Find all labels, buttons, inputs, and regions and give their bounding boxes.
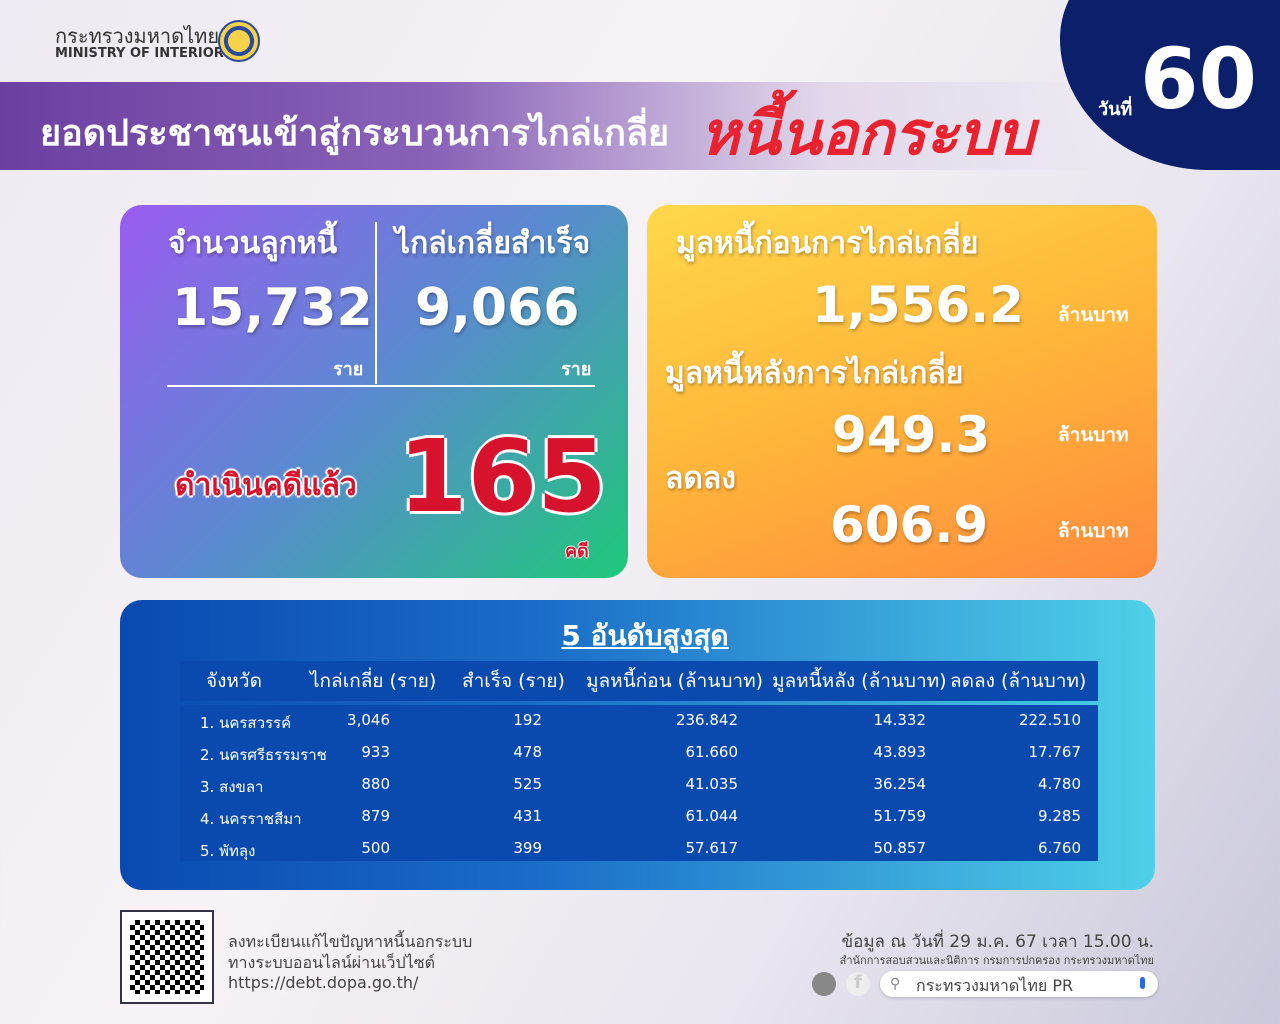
success-value: 9,066 — [415, 278, 580, 338]
table-row: 4. นครราชสีมา 879 431 61.044 51.759 9.285 — [180, 801, 1098, 833]
table-cell: 4. นครราชสีมา — [200, 810, 302, 828]
column-header: มูลหนี้ก่อน (ล้านบาท) — [586, 670, 764, 692]
search-box[interactable]: กระทรวงมหาดไทย PR — [880, 971, 1158, 997]
microphone-icon — [1140, 977, 1145, 989]
table-cell: 9.285 — [1038, 807, 1081, 825]
day-label: วันที่ — [1098, 99, 1133, 120]
table-cell: 1. นครสวรรค์ — [200, 714, 292, 732]
after-label: มูลหนี้หลังการไกล่เกลี่ย — [665, 356, 964, 391]
ministry-seal-icon — [218, 20, 260, 62]
divider — [167, 385, 595, 387]
table-cell: 41.035 — [685, 775, 739, 793]
table-row: 1. นครสวรรค์ 3,046 192 236.842 14.332 222.510 — [180, 705, 1098, 737]
debt-value-card — [647, 205, 1157, 578]
column-header: สำเร็จ (ราย) — [462, 670, 565, 692]
court-label: ดำเนินคดีแล้ว — [175, 468, 357, 503]
table-cell: 4.780 — [1038, 775, 1081, 793]
page-title-highlight: หนี้นอกระบบ — [700, 99, 1035, 169]
table-cell: 14.332 — [873, 711, 927, 729]
table-cell: 43.893 — [873, 743, 927, 761]
register-line1: ลงทะเบียนแก้ไขปัญหาหนี้นอกระบบ — [228, 932, 473, 951]
day-number: 60 — [1140, 30, 1257, 128]
before-value: 1,556.2 — [812, 276, 1024, 334]
table-cell: 50.857 — [873, 839, 927, 857]
data-as-of: ข้อมูล ณ วันที่ 29 ม.ค. 67 เวลา 15.00 น. — [841, 932, 1155, 952]
ministry-name-th: กระทรวงมหาดไทย — [55, 24, 220, 48]
table-cell: 478 — [513, 743, 542, 761]
table-row: 5. พัทลุง 500 399 57.617 50.857 6.760 — [180, 833, 1098, 865]
divider — [375, 222, 377, 384]
register-url[interactable]: https://debt.dopa.go.th/ — [228, 973, 419, 992]
page-title: ยอดประชาชนเข้าสู่กระบวนการไกล่เกลี่ย — [40, 113, 670, 154]
table-header: จังหวัด ไกล่เกลี่ย (ราย) สำเร็จ (ราย) มู… — [180, 661, 1098, 701]
before-unit: ล้านบาท — [1058, 304, 1129, 326]
reduced-label: ลดลง — [665, 461, 736, 496]
table-cell: 500 — [361, 839, 390, 857]
debtors-label: จำนวนลูกหนี้ — [168, 226, 338, 261]
before-label: มูลหนี้ก่อนการไกล่เกลี่ย — [676, 226, 979, 261]
column-header: จังหวัด — [206, 670, 262, 692]
cases-card — [120, 205, 628, 578]
table-cell: 236.842 — [675, 711, 738, 729]
table-cell: 880 — [361, 775, 390, 793]
ministry-name-en: MINISTRY OF INTERIOR — [55, 46, 224, 61]
debtors-value: 15,732 — [172, 278, 373, 338]
table-cell: 6.760 — [1038, 839, 1081, 857]
seal-icon — [812, 972, 836, 996]
table-cell: 61.044 — [685, 807, 739, 825]
success-unit: ราย — [561, 359, 592, 380]
register-line2: ทางระบบออนไลน์ผ่านเว็ปไซต์ — [228, 953, 435, 972]
table-cell: 51.759 — [873, 807, 927, 825]
facebook-icon: f — [846, 972, 870, 996]
success-label: ไกล่เกลี่ยสำเร็จ — [395, 226, 591, 261]
table-row: 2. นครศรีธรรมราช 933 478 61.660 43.893 17.767 — [180, 737, 1098, 769]
table-cell: 222.510 — [1018, 711, 1081, 729]
after-unit: ล้านบาท — [1058, 424, 1129, 446]
table-body: 1. นครสวรรค์ 3,046 192 236.842 14.332 222.510… — [180, 705, 1098, 861]
table-cell: 933 — [361, 743, 390, 761]
debtors-unit: ราย — [333, 359, 364, 380]
search-icon: ⚲ — [890, 976, 901, 992]
reduced-unit: ล้านบาท — [1058, 520, 1129, 542]
table-cell: 61.660 — [685, 743, 739, 761]
table-row: 3. สงขลา 880 525 41.035 36.254 4.780 — [180, 769, 1098, 801]
table-cell: 399 — [513, 839, 542, 857]
column-header: ลดลง (ล้านบาท) — [950, 670, 1087, 692]
column-header: ไกล่เกลี่ย (ราย) — [310, 670, 437, 692]
table-cell: 5. พัทลุง — [200, 842, 256, 860]
table-cell: 36.254 — [873, 775, 927, 793]
court-value: 165 — [398, 418, 607, 535]
table-title: 5 อันดับสูงสุด — [561, 619, 729, 652]
table-cell: 57.617 — [685, 839, 739, 857]
title-banner — [0, 82, 1100, 170]
search-text: กระทรวงมหาดไทย PR — [916, 976, 1074, 995]
qr-code-icon — [130, 920, 204, 994]
table-cell: 192 — [513, 711, 542, 729]
table-cell: 2. นครศรีธรรมราช — [200, 746, 327, 764]
column-header: มูลหนี้หลัง (ล้านบาท) — [772, 670, 947, 692]
table-cell: 431 — [513, 807, 542, 825]
table-cell: 525 — [513, 775, 542, 793]
court-unit: คดี — [565, 541, 589, 562]
office-name: สำนักการสอบสวนและนิติการ กรมการปกครอง กร… — [839, 954, 1154, 967]
reduced-value: 606.9 — [830, 496, 989, 554]
table-cell: 3,046 — [347, 711, 390, 729]
table-cell: 17.767 — [1028, 743, 1082, 761]
after-value: 949.3 — [832, 406, 991, 464]
table-cell: 3. สงขลา — [200, 778, 264, 796]
table-cell: 879 — [361, 807, 390, 825]
